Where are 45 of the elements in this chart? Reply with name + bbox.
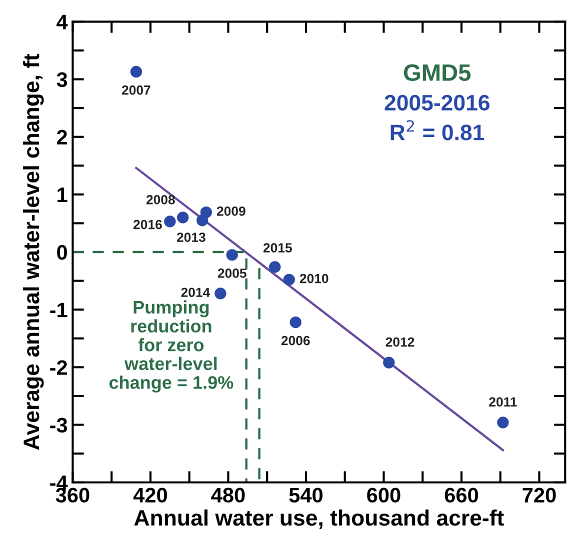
annotation: 2009 xyxy=(216,206,246,216)
point xyxy=(290,316,302,328)
annotation: 2013 xyxy=(176,232,206,242)
point xyxy=(130,66,142,78)
y-tick-label: 1 xyxy=(58,188,68,202)
x-tick-label: 540 xyxy=(289,488,322,503)
point xyxy=(226,249,238,261)
y-tick-label: 0 xyxy=(57,245,67,260)
y-tick-label: 4 xyxy=(56,14,68,30)
annotation: GMD5 xyxy=(404,64,471,81)
y-axis-title: Average annual water-level change, ft xyxy=(22,54,44,450)
annotation: 2015 xyxy=(263,243,292,252)
annotation: 2014 xyxy=(181,288,210,298)
annotation: 2011 xyxy=(489,397,517,407)
point xyxy=(214,288,226,300)
x-tick-label: 420 xyxy=(133,488,167,503)
annotation: 2005 xyxy=(218,268,246,278)
annotation: 2010 xyxy=(300,274,328,284)
annotation: R$^{2}$ = 0.81 xyxy=(390,120,484,140)
point xyxy=(177,212,189,224)
y-tick-label: -1 xyxy=(50,302,68,318)
x-tick-label: 600 xyxy=(367,488,400,503)
point xyxy=(497,416,509,428)
point xyxy=(383,356,395,368)
annotation: 2007 xyxy=(122,85,150,95)
point xyxy=(269,261,281,273)
point xyxy=(196,214,208,226)
annotation: Pumping reduction for zero water-level change = 1.9% xyxy=(109,300,234,393)
point xyxy=(283,274,295,286)
annotation: 2016 xyxy=(133,220,162,230)
point xyxy=(164,216,176,228)
y-tick-label: -3 xyxy=(50,418,68,433)
annotation: 2012 xyxy=(386,337,414,347)
x-tick-label: 360 xyxy=(56,488,90,503)
x-tick-label: 480 xyxy=(211,488,245,503)
annotation: 2006 xyxy=(281,336,310,346)
annotation: 2008 xyxy=(146,195,175,204)
y-tick-label: 3 xyxy=(56,72,68,88)
y-tick-label: 2 xyxy=(56,130,68,144)
y-tick-label: -4 xyxy=(50,476,68,490)
y-tick-label: -2 xyxy=(50,360,68,375)
x-axis-title: Annual water use, thousand acre-ft xyxy=(134,509,504,529)
annotation: 2005-2016 xyxy=(384,94,490,111)
x-tick-label: 660 xyxy=(444,488,478,503)
x-tick-label: 720 xyxy=(522,488,556,503)
